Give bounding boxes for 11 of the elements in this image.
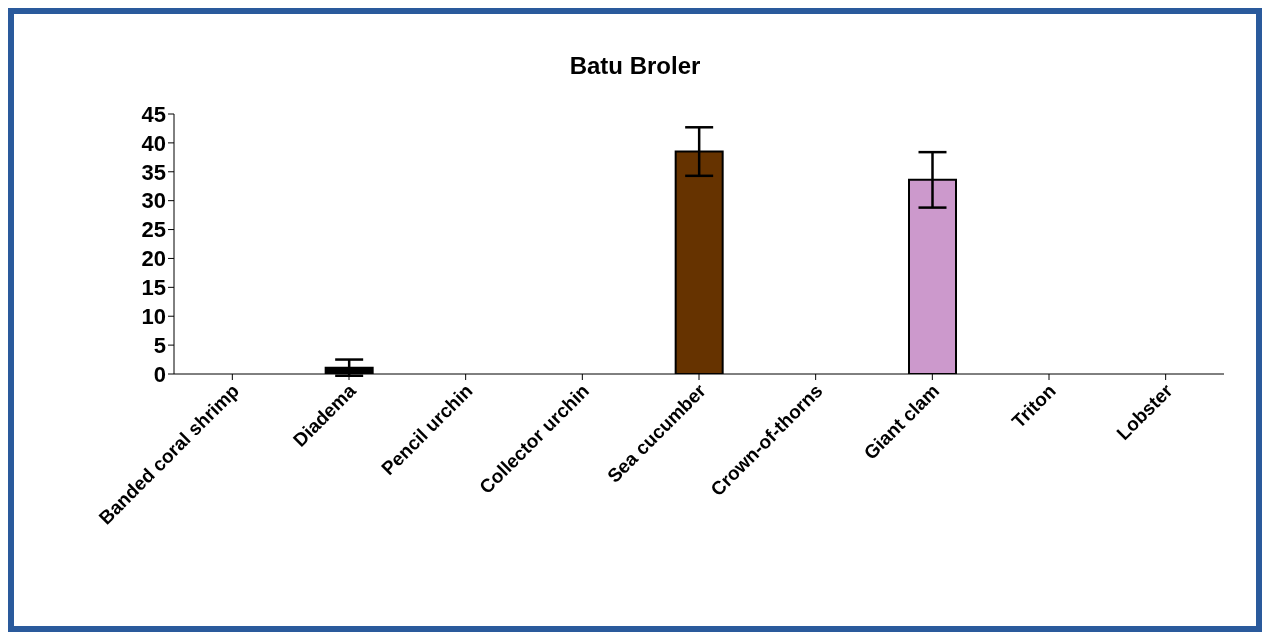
y-tick-label: 40 [141, 130, 166, 156]
y-tick-label: 30 [141, 188, 166, 214]
y-tick-label: 35 [141, 159, 166, 185]
y-tick-label: 25 [141, 217, 166, 243]
y-tick-label: 15 [141, 275, 166, 301]
y-tick-label: 5 [153, 332, 166, 358]
y-tick-label: 20 [141, 246, 166, 272]
y-tick-label: 10 [141, 304, 166, 330]
y-tick-label: 45 [141, 101, 166, 127]
chart-title: Batu Broler [568, 52, 702, 80]
y-tick-label: 0 [153, 361, 166, 387]
